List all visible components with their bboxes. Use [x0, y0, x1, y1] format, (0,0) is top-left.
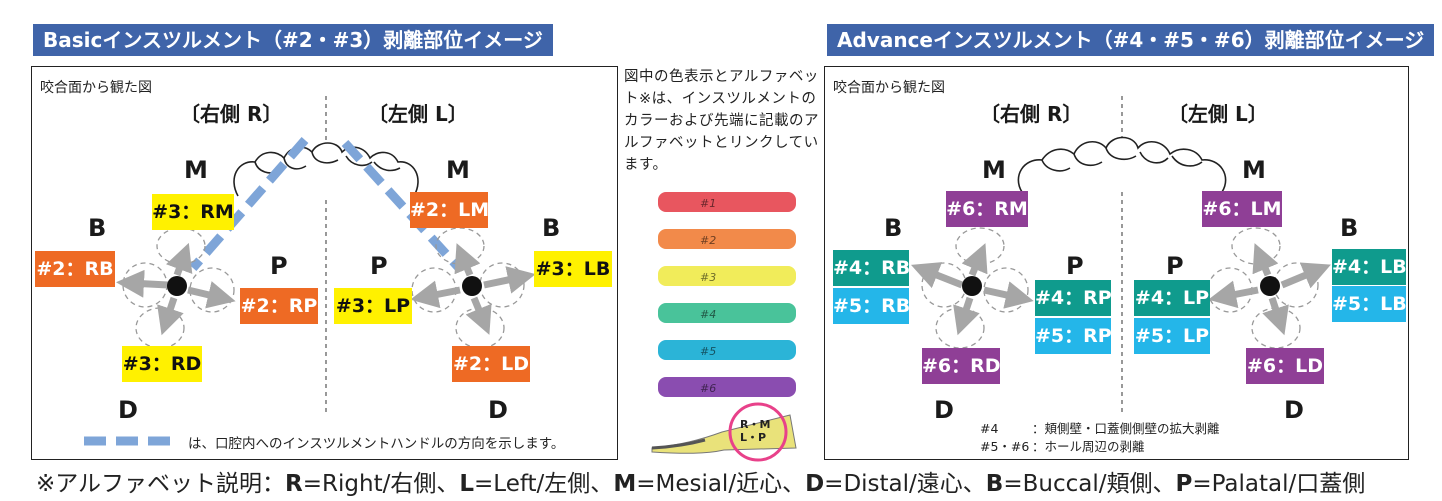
- advance-legend: #4 ：頬側壁・口蓋側側壁の拡大剥離 #5・#6 ：ホール周辺の剥離: [980, 420, 1220, 456]
- instrument-bar-2: #2: [658, 229, 796, 249]
- basic-dir-b-right: B: [88, 214, 107, 242]
- basic-dir-b-left: B: [542, 214, 561, 242]
- basic-view-title: 咬合面から観た図: [40, 80, 152, 96]
- label-basic-rb: #2：RB: [35, 251, 115, 287]
- basic-arrows-left: [410, 243, 536, 335]
- advance-dir-m-right: M: [982, 156, 1006, 184]
- instrument-bar-text: #4: [700, 308, 716, 321]
- basic-dir-d-right: D: [118, 396, 138, 424]
- label-advance-lb4: #4：LB: [1332, 249, 1407, 285]
- basic-handle-left: [341, 139, 462, 271]
- advance-hole-right: [962, 276, 982, 296]
- advance-header: Advanceインスツルメント（#4・#5・#6）剥離部位イメージ: [827, 24, 1435, 56]
- basic-dir-d-left: D: [488, 396, 508, 424]
- footer-prefix: ※アルファベット説明：: [36, 471, 286, 497]
- label-basic-ld: #2：LD: [452, 346, 530, 382]
- instrument-bar-3: #3: [658, 266, 796, 286]
- basic-panel: [31, 66, 618, 460]
- label-advance-rp4: #4：RP: [1035, 280, 1112, 316]
- instrument-bar-text: #6: [700, 382, 716, 395]
- advance-arrows-right: [910, 243, 1034, 336]
- basic-arrows-right: [116, 242, 236, 336]
- advance-dir-b-right: B: [884, 214, 903, 242]
- footer-explanation: ※アルファベット説明：R=Right/右側、L=Left/左側、M=Mesial…: [36, 471, 1366, 497]
- instrument-tip-label: R・M L・P: [740, 418, 771, 444]
- advance-dir-p-right: P: [1066, 252, 1084, 280]
- advance-arrows-left: [1208, 243, 1331, 336]
- basic-hole-right: [167, 276, 187, 296]
- label-advance-lb5: #5：LB: [1332, 286, 1407, 322]
- basic-hole-left: [462, 276, 482, 296]
- basic-handle-right: [189, 137, 309, 271]
- label-advance-lm: #6：LM: [1202, 191, 1282, 227]
- label-advance-rb4: #4：RB: [833, 250, 910, 286]
- instrument-bar-5: #5: [658, 340, 796, 360]
- advance-legend-row-56: #5・#6 ：ホール周辺の剥離: [980, 439, 1145, 454]
- advance-teeth-chain: [1017, 136, 1227, 193]
- instrument-bar-1: #1: [658, 192, 796, 212]
- basic-teeth-chain: [233, 142, 419, 197]
- label-basic-lb: #3：LB: [534, 251, 612, 287]
- instrument-bar-6: #6: [658, 377, 796, 397]
- label-advance-ld: #6：LD: [1246, 348, 1324, 384]
- label-basic-rd: #3：RD: [122, 346, 202, 382]
- label-basic-lm: #2：LM: [410, 192, 489, 228]
- label-advance-rd: #6：RD: [922, 348, 1001, 384]
- label-basic-rm: #3：RM: [152, 194, 234, 230]
- label-basic-rp: #2：RP: [240, 288, 318, 324]
- basic-dir-m-left: M: [446, 156, 470, 184]
- advance-dir-m-left: M: [1242, 156, 1266, 184]
- basic-header: Basicインスツルメント（#2・#3）剥離部位イメージ: [33, 24, 553, 56]
- advance-hole-left: [1260, 276, 1280, 296]
- basic-dir-p-right: P: [270, 252, 288, 280]
- instrument-bar-text: #1: [700, 197, 716, 210]
- basic-dir-m-right: M: [184, 156, 208, 184]
- basic-dir-p-left: P: [370, 252, 388, 280]
- label-advance-rp5: #5：RP: [1035, 318, 1112, 354]
- advance-dir-d-left: D: [1284, 396, 1304, 424]
- instrument-color-list: #1 #2 #3 #4 #5 #6: [658, 192, 796, 397]
- advance-dir-b-left: B: [1340, 214, 1359, 242]
- basic-legend-text: は、口腔内へのインスツルメントハンドルの方向を示します。: [188, 436, 565, 452]
- color-note: 図中の色表示とアルファベット※は、インスツルメントのカラーおよび先端に記載のアル…: [624, 69, 819, 173]
- label-basic-lp: #3：LP: [334, 288, 412, 324]
- label-advance-rm: #6：RM: [946, 191, 1028, 227]
- advance-legend-row-4: #4 ：頬側壁・口蓋側側壁の拡大剥離: [980, 421, 1220, 436]
- instrument-bar-4: #4: [658, 303, 796, 323]
- label-advance-lp5: #5：LP: [1134, 318, 1210, 354]
- instrument-bar-text: #2: [700, 234, 716, 247]
- advance-right-side-title: 〔右側 R〕: [980, 102, 1083, 126]
- instrument-tip-illustration: [651, 402, 797, 462]
- instrument-bar-text: #5: [700, 345, 716, 358]
- basic-right-side-title: 〔右側 R〕: [180, 102, 283, 126]
- label-advance-rb5: #5：RB: [833, 288, 910, 324]
- advance-view-title: 咬合面から観た図: [833, 80, 945, 96]
- label-advance-lp4: #4：LP: [1134, 280, 1210, 316]
- advance-left-side-title: 〔左側 L〕: [1168, 102, 1268, 126]
- instrument-bar-text: #3: [700, 271, 716, 284]
- basic-left-side-title: 〔左側 L〕: [368, 102, 468, 126]
- advance-dir-p-left: P: [1166, 252, 1184, 280]
- advance-dir-d-right: D: [934, 396, 954, 424]
